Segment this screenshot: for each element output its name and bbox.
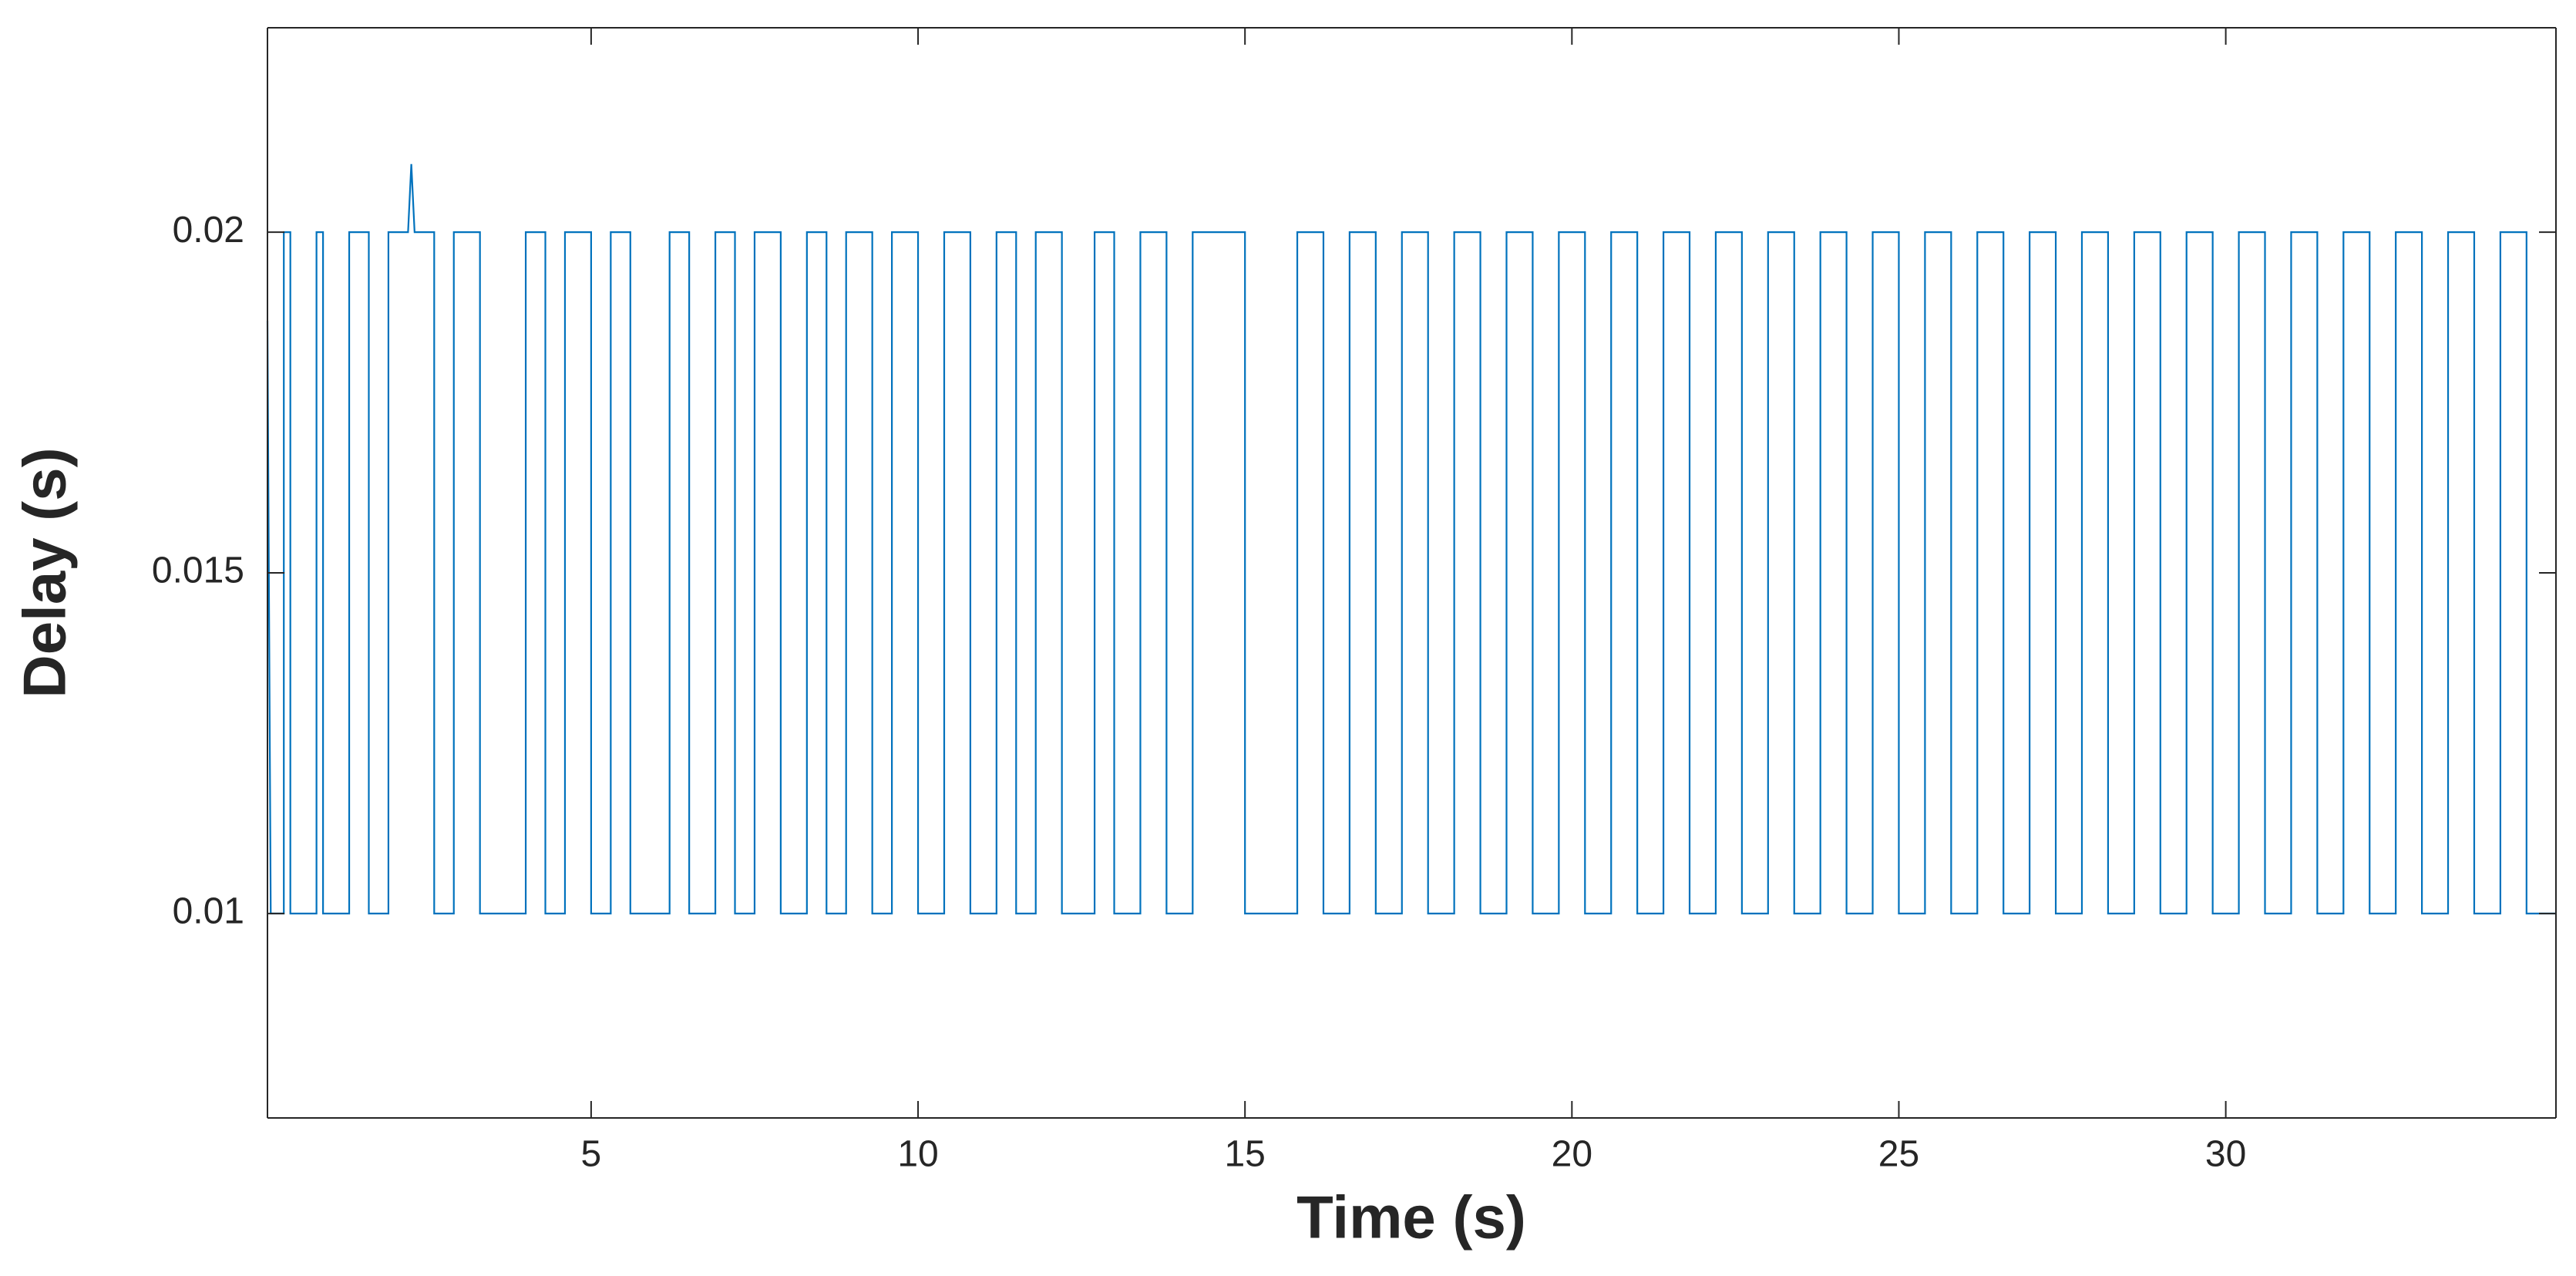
x-tick-label: 10	[897, 1134, 938, 1175]
y-tick-label: 0.02	[173, 210, 244, 251]
x-tick-label: 25	[1878, 1134, 1919, 1175]
data-line	[266, 163, 2556, 914]
y-tick-label: 0.015	[152, 550, 244, 591]
y-axis-label: Delay (s)	[11, 447, 79, 698]
x-tick-label: 5	[581, 1134, 602, 1175]
x-tick-label: 30	[2205, 1134, 2246, 1175]
y-tick-label: 0.01	[173, 891, 244, 932]
x-tick-label: 15	[1224, 1134, 1265, 1175]
x-axis-label: Time (s)	[1296, 1183, 1526, 1251]
x-tick-label: 20	[1552, 1134, 1592, 1175]
